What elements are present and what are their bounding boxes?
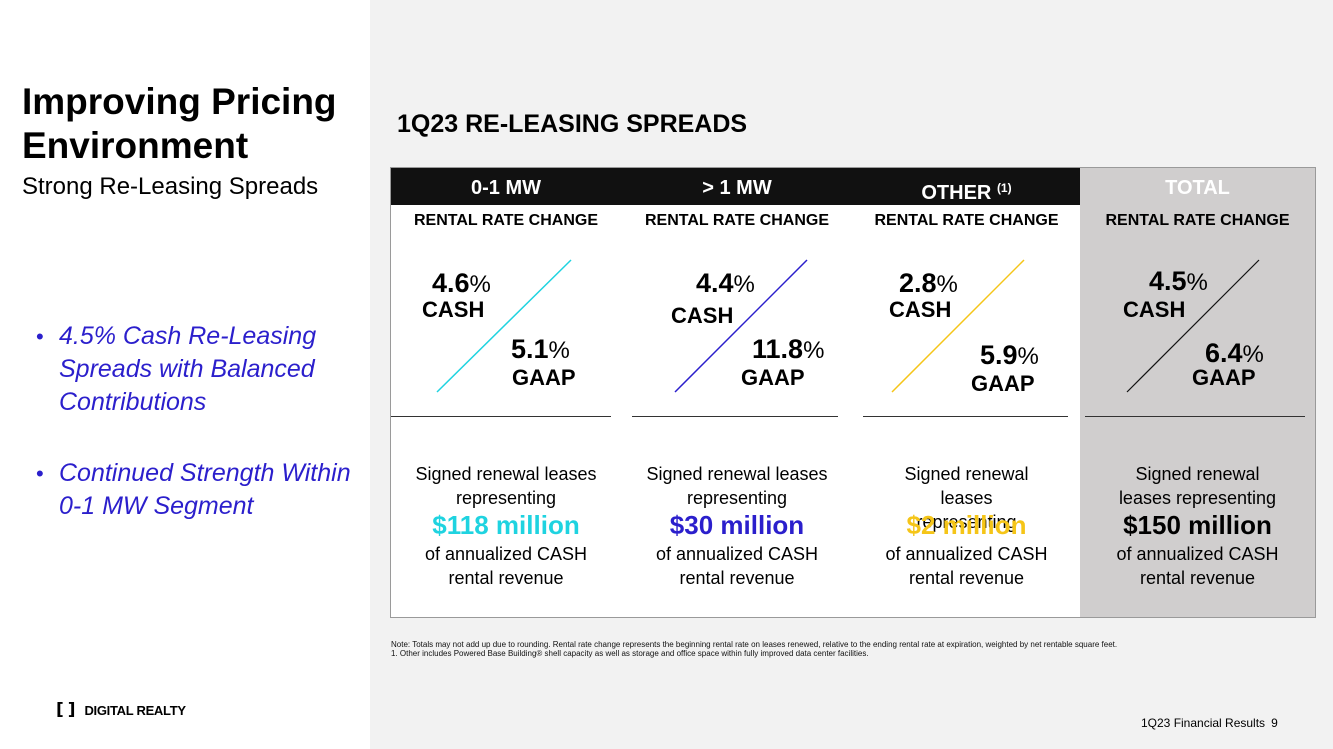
column-0-1mw: 0-1 MW RENTAL RATE CHANGE 4.6% CASH 5.1%… [391,168,621,617]
column-other: OTHER (1) RENTAL RATE CHANGE 2.8% CASH 5… [853,168,1080,617]
column-total: TOTAL RENTAL RATE CHANGE 4.5% CASH 6.4% … [1080,168,1315,617]
description-bottom: of annualized CASH rental revenue [885,544,1048,588]
spreads-table: 0-1 MW RENTAL RATE CHANGE 4.6% CASH 5.1%… [390,167,1316,618]
column-header-label: 0-1 MW [471,177,541,199]
gaap-value: 5.9% [980,340,1039,372]
column-header-label: TOTAL [1165,177,1230,199]
gaap-number: 6.4 [1205,338,1243,368]
description-bottom: of annualized CASH rental revenue [1116,544,1279,588]
diagonal-divider [891,259,1025,393]
gaap-number: 5.1 [511,334,549,364]
cash-value: 4.4% [696,268,755,300]
column-divider [863,416,1068,417]
bullet-item: Continued Strength Within 0-1 MW Segment [36,457,356,523]
logo-mark-icon: [ ] [56,700,75,720]
section-heading: 1Q23 RE-LEASING SPREADS [397,110,748,138]
gaap-value: 5.1% [511,334,570,366]
page-subtitle: Strong Re-Leasing Spreads [22,173,319,200]
diagonal-divider [1126,259,1260,393]
cash-number: 2.8 [899,268,937,298]
cash-label: CASH [422,297,485,322]
gaap-value: 11.8% [752,334,824,366]
column-over-1mw: > 1 MW RENTAL RATE CHANGE 4.4% CASH 11.8… [621,168,853,617]
column-header-label: > 1 MW [702,177,772,199]
rental-rate-change-label: RENTAL RATE CHANGE [874,212,1059,229]
description-top: Signed renewal leases representing [415,464,597,508]
description-top: Signed renewal leases representing [1118,464,1277,508]
cash-label: CASH [671,303,734,328]
bullet-list: 4.5% Cash Re-Leasing Spreads with Balanc… [36,320,356,561]
description-top: Signed renewal leases representing [904,464,1029,532]
description-bottom: of annualized CASH rental revenue [424,544,588,588]
percent-sign: % [1017,343,1039,370]
column-header: 0-1 MW [391,168,621,205]
company-logo: [ ] DIGITAL REALTY [56,700,186,720]
cash-number: 4.4 [696,268,734,298]
amount-value: $150 million [1123,510,1272,540]
footnote-block: Note: Totals may not add up due to round… [391,640,1251,658]
column-header: > 1 MW [621,168,853,205]
logo-text: DIGITAL REALTY [84,702,186,718]
gaap-label: GAAP [512,365,576,390]
gaap-number: 11.8 [752,334,804,364]
amount-value: $2 million [906,510,1027,540]
gaap-label: GAAP [971,371,1035,396]
cash-number: 4.5 [1149,266,1187,296]
page-number: 9 [1271,716,1278,730]
column-divider [1085,416,1305,417]
page-footer: 1Q23 Financial Results 9 [1141,716,1278,730]
percent-sign: % [1242,341,1264,368]
cash-value: 4.6% [432,268,491,300]
gaap-number: 5.9 [980,340,1018,370]
column-header: OTHER (1) [853,168,1080,205]
rental-rate-change-label: RENTAL RATE CHANGE [1105,212,1290,229]
diagonal-line [674,259,808,393]
column-divider [632,416,838,417]
column-header: TOTAL [1080,168,1315,205]
cash-value: 4.5% [1149,266,1208,298]
rental-rate-change-label: RENTAL RATE CHANGE [414,212,598,229]
amount-value: $30 million [669,510,805,540]
description-top: Signed renewal leases representing [646,464,828,508]
description-bottom: of annualized CASH rental revenue [655,544,819,588]
amount-value: $118 million [432,510,580,540]
page-title: Improving Pricing Environment [22,81,337,166]
column-header-label: OTHER [921,182,992,204]
rental-rate-change-label: RENTAL RATE CHANGE [645,212,829,229]
cash-number: 4.6 [432,268,470,298]
cash-label: CASH [889,297,952,322]
gaap-value: 6.4% [1205,338,1264,370]
diagonal-divider [674,259,808,393]
percent-sign: % [936,271,958,298]
cash-value: 2.8% [899,268,958,300]
footer-text: 1Q23 Financial Results [1141,716,1266,730]
percent-sign: % [1186,269,1208,296]
diagonal-line [1126,259,1260,393]
diagonal-divider [436,259,572,393]
column-divider [391,416,611,417]
cash-label: CASH [1123,297,1186,322]
footnote-marker: (1) [996,181,1012,195]
percent-sign: % [733,271,755,298]
diagonal-line [891,259,1025,393]
bullet-item: 4.5% Cash Re-Leasing Spreads with Balanc… [36,320,356,419]
note-text: Note: Totals may not add up due to round… [391,640,1118,649]
gaap-label: GAAP [741,365,805,390]
diagonal-line [436,259,572,393]
percent-sign: % [548,337,570,364]
percent-sign: % [803,337,825,364]
footnote-text: 1. Other includes Powered Base Building®… [391,649,869,658]
percent-sign: % [469,271,491,298]
gaap-label: GAAP [1192,365,1256,390]
